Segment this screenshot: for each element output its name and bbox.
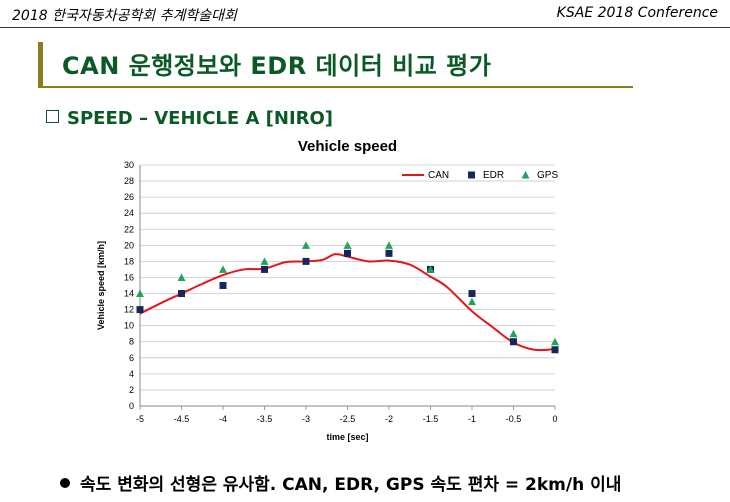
edr-point bbox=[385, 249, 393, 257]
y-tick-label: 26 bbox=[124, 192, 134, 202]
gps-point bbox=[136, 289, 144, 298]
y-tick-label: 10 bbox=[124, 321, 134, 331]
y-tick-label: 18 bbox=[124, 256, 134, 266]
x-tick-label: -0.5 bbox=[506, 414, 522, 424]
conclusion-bullet: 속도 변화의 선형은 유사함. CAN, EDR, GPS 속도 편차 = 2k… bbox=[60, 470, 621, 495]
y-tick-label: 16 bbox=[124, 272, 134, 282]
y-tick-label: 0 bbox=[129, 401, 134, 411]
checkbox-square-icon bbox=[46, 110, 59, 123]
title-underline bbox=[43, 86, 633, 88]
edr-point bbox=[178, 290, 185, 298]
bullet-dot-icon bbox=[60, 478, 70, 488]
chart-title: Vehicle speed bbox=[298, 138, 397, 155]
x-tick-label: -1.5 bbox=[423, 414, 439, 424]
x-tick-label: -1 bbox=[468, 414, 476, 424]
y-tick-label: 6 bbox=[129, 353, 134, 363]
series-can-line bbox=[139, 253, 556, 352]
gps-point bbox=[343, 241, 352, 249]
legend-gps-label: GPS bbox=[537, 170, 558, 181]
x-tick-label: -4 bbox=[219, 414, 227, 424]
legend-edr-swatch bbox=[468, 171, 475, 179]
edr-point bbox=[261, 265, 268, 273]
x-tick-label: -5 bbox=[136, 414, 144, 424]
header-divider bbox=[0, 27, 730, 28]
x-axis-label: time [sec] bbox=[326, 432, 368, 442]
edr-point bbox=[219, 282, 227, 289]
gps-point bbox=[260, 257, 269, 265]
header-conference-korean: 2018 한국자동차공학회 추계학술대회 bbox=[12, 8, 237, 24]
vehicle-speed-chart: Vehicle speed 0 2 4 6 8 10 12 14 16 18 20 22 24 26 28 30… bbox=[90, 132, 610, 452]
edr-point bbox=[468, 290, 476, 298]
section-heading: SPEED – VEHICLE A [NIRO] bbox=[46, 108, 333, 129]
y-tick-label: 30 bbox=[124, 160, 134, 170]
gps-point bbox=[302, 241, 310, 249]
y-tick-label: 22 bbox=[124, 224, 134, 234]
header-conference-english: KSAE 2018 Conference bbox=[556, 5, 718, 21]
x-tick-label: -2.5 bbox=[340, 414, 356, 424]
x-tick-label: -4.5 bbox=[174, 414, 190, 424]
x-tick-label: -2 bbox=[385, 414, 393, 424]
gps-point bbox=[385, 241, 393, 249]
edr-point bbox=[344, 249, 351, 257]
y-tick-label: 2 bbox=[129, 385, 134, 395]
x-tick-label: -3.5 bbox=[257, 414, 273, 424]
title-accent-bar bbox=[38, 42, 43, 88]
gps-point bbox=[468, 297, 476, 306]
legend-gps-swatch bbox=[521, 171, 530, 179]
conclusion-text: 속도 변화의 선형은 유사함. CAN, EDR, GPS 속도 편차 = 2k… bbox=[80, 475, 622, 495]
gps-point bbox=[426, 265, 435, 273]
y-axis-label: Vehicle speed [km/h] bbox=[96, 241, 106, 330]
y-tick-label: 8 bbox=[129, 337, 134, 347]
edr-point bbox=[551, 346, 559, 354]
legend-can-label: CAN bbox=[428, 170, 449, 181]
edr-point bbox=[302, 257, 310, 265]
chart-svg: Vehicle speed024681012141618202224262830… bbox=[96, 138, 559, 442]
edr-point bbox=[510, 338, 517, 346]
gps-point bbox=[177, 273, 186, 281]
y-tick-label: 28 bbox=[124, 176, 134, 186]
x-tick-label: 0 bbox=[552, 414, 557, 424]
gps-point bbox=[551, 337, 559, 346]
gps-point bbox=[219, 265, 227, 273]
section-heading-text: SPEED – VEHICLE A [NIRO] bbox=[67, 108, 334, 129]
x-tick-label: -3 bbox=[302, 414, 310, 424]
y-tick-label: 12 bbox=[124, 305, 134, 315]
edr-point bbox=[136, 306, 144, 314]
legend-edr-label: EDR bbox=[483, 170, 504, 181]
y-tick-label: 24 bbox=[124, 208, 134, 218]
gps-point bbox=[509, 329, 518, 338]
y-tick-label: 14 bbox=[124, 289, 134, 299]
slide-title: CAN 운행정보와 EDR 데이터 비교 평가 bbox=[62, 52, 492, 80]
y-tick-label: 20 bbox=[124, 240, 134, 250]
y-tick-label: 4 bbox=[129, 369, 134, 379]
